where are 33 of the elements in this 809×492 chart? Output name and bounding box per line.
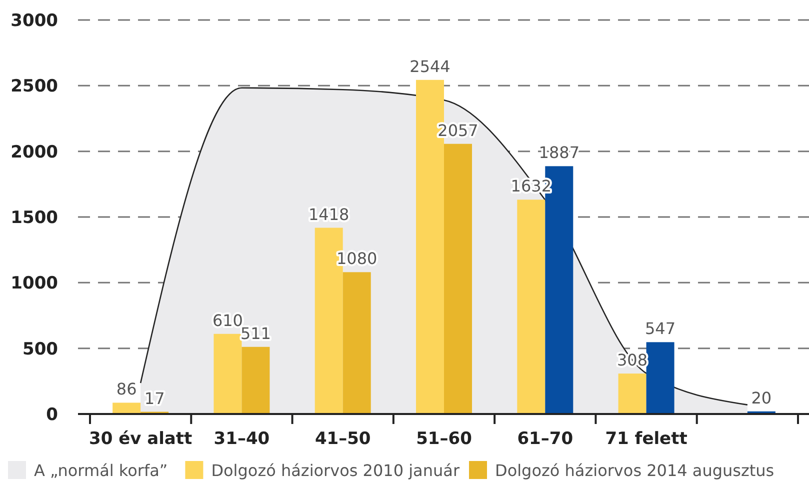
bar	[242, 346, 270, 414]
y-tick-label: 1000	[10, 274, 58, 294]
x-tick-label: 30 év alatt	[89, 429, 192, 449]
bar	[646, 342, 674, 414]
bar	[214, 334, 242, 414]
data-label: 547	[645, 319, 676, 338]
data-label: 610	[212, 310, 243, 330]
x-tick-label: 51–60	[416, 429, 472, 449]
x-tick-label: 31–40	[214, 429, 270, 449]
data-label: 1418	[308, 204, 350, 224]
data-label: 1887	[538, 143, 580, 162]
y-tick-label: 2000	[10, 142, 58, 162]
legend-label: Dolgozó háziorvos 2010 január	[211, 461, 460, 480]
bar	[112, 402, 141, 414]
bar	[517, 200, 546, 414]
y-tick-label: 2500	[10, 76, 58, 97]
bar	[342, 272, 371, 414]
x-tick-label: 61–70	[517, 429, 574, 449]
legend-label: Dolgozó háziorvos 2014 augusztus	[495, 461, 774, 480]
y-tick-label: 1500	[10, 208, 58, 228]
data-label: 20	[751, 388, 772, 408]
x-tick-label: 71 felett	[605, 429, 688, 449]
data-label: 511	[240, 324, 271, 343]
x-tick-label: 41–50	[314, 429, 371, 449]
bar	[444, 144, 472, 414]
y-tick-label: 0	[46, 405, 58, 425]
y-tick-label: 3000	[10, 11, 58, 31]
data-label: 86	[116, 380, 137, 399]
data-label: 2544	[410, 56, 450, 76]
bar	[618, 374, 646, 414]
y-tick-label: 500	[22, 339, 58, 360]
data-label: 17	[144, 388, 165, 408]
legend-label: A „normál korfa”	[34, 461, 168, 480]
